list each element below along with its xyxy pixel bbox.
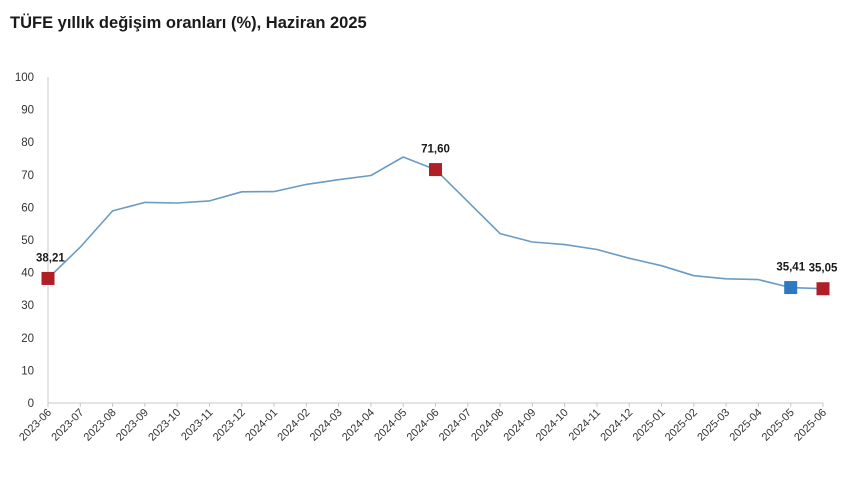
data-point [369, 174, 372, 177]
data-point [111, 209, 114, 212]
data-point [628, 257, 631, 260]
x-tick-label: 2024-10 [534, 407, 571, 444]
x-tick-label: 2024-08 [469, 407, 506, 444]
data-marker [41, 271, 55, 285]
data-point [305, 183, 308, 186]
data-point [563, 243, 566, 246]
y-tick-label: 100 [15, 72, 34, 84]
data-point [208, 199, 211, 202]
y-tick-label: 80 [21, 137, 34, 149]
data-point [337, 178, 340, 181]
y-tick-label: 40 [21, 268, 34, 280]
y-tick-label: 90 [21, 105, 34, 117]
x-tick-label: 2023-11 [179, 407, 215, 443]
x-tick-label: 2023-09 [114, 407, 151, 444]
data-label: 38,21 [36, 252, 65, 264]
data-point [757, 278, 760, 281]
x-tick-label: 2023-08 [82, 407, 119, 444]
x-tick-label: 2024-04 [340, 407, 377, 444]
data-point [725, 277, 728, 280]
x-tick-label: 2024-09 [501, 407, 538, 444]
y-tick-label: 60 [21, 202, 34, 214]
data-point [143, 201, 146, 204]
x-tick-label: 2024-03 [308, 407, 345, 444]
data-point [466, 200, 469, 203]
series-line [47, 156, 824, 290]
x-tick-label: 2023-10 [146, 407, 183, 444]
data-point [176, 201, 179, 204]
data-point [531, 241, 534, 244]
y-tick-label: 20 [21, 333, 34, 345]
x-tick-label: 2025-05 [760, 407, 797, 444]
x-tick-label: 2025-04 [728, 407, 765, 444]
data-label: 35,05 [809, 263, 838, 275]
x-tick-label: 2024-02 [275, 407, 312, 444]
data-point [240, 190, 243, 193]
x-tick-label: 2025-01 [631, 407, 668, 444]
x-tick-label: 2025-02 [663, 407, 700, 444]
data-point [79, 246, 82, 249]
x-tick-label: 2023-12 [211, 407, 248, 444]
y-tick-label: 70 [21, 170, 34, 182]
y-tick-label: 30 [21, 300, 34, 312]
x-tick-label: 2024-01 [243, 407, 280, 444]
x-tick-label: 2024-06 [405, 407, 442, 444]
data-marker [816, 282, 830, 296]
x-tick-label: 2025-06 [792, 407, 829, 444]
data-point [595, 248, 598, 251]
y-tick-label: 50 [21, 235, 34, 247]
x-tick-label: 2023-06 [17, 407, 54, 444]
data-point [660, 264, 663, 267]
x-tick-label: 2024-05 [372, 407, 409, 444]
y-tick-label: 0 [28, 398, 34, 410]
data-label: 35,41 [776, 262, 805, 274]
data-point [692, 274, 695, 277]
data-marker [784, 281, 798, 295]
x-tick-label: 2025-03 [695, 407, 732, 444]
x-tick-label: 2024-07 [437, 407, 474, 444]
data-point [402, 156, 405, 159]
data-marker [429, 163, 442, 177]
x-tick-label: 2024-12 [598, 407, 635, 444]
y-tick-label: 10 [21, 365, 34, 377]
x-tick-label: 2023-07 [49, 407, 86, 444]
data-label: 71,60 [421, 144, 450, 156]
data-point [499, 232, 502, 235]
chart-title: TÜFE yıllık değişim oranları (%), Hazira… [10, 14, 367, 32]
x-tick-label: 2024-11 [567, 407, 603, 443]
data-point [273, 190, 276, 193]
